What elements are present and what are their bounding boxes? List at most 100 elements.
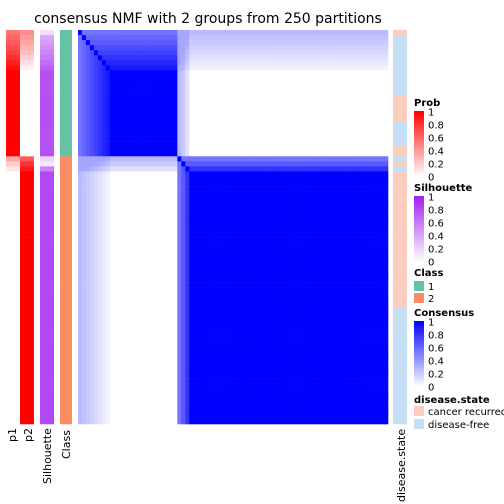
silhouette-cell — [40, 292, 54, 299]
consensus-cell — [157, 328, 162, 334]
consensus-cell — [324, 95, 329, 102]
class-cell — [60, 156, 72, 162]
p2-cell — [20, 297, 34, 304]
consensus-cell — [372, 166, 377, 172]
consensus-cell — [352, 125, 357, 132]
consensus-cell — [165, 287, 170, 293]
class-cell — [60, 302, 72, 309]
consensus-cell — [117, 186, 123, 192]
consensus-cell — [240, 166, 246, 172]
consensus-cell — [240, 262, 246, 268]
consensus-cell — [264, 166, 270, 172]
consensus-cell — [368, 60, 373, 66]
consensus-cell — [272, 262, 278, 268]
consensus-cell — [380, 146, 385, 152]
consensus-cell — [177, 196, 182, 203]
consensus-cell — [153, 131, 158, 137]
class-cell — [60, 413, 72, 420]
consensus-cell — [89, 45, 95, 51]
consensus-cell — [181, 95, 186, 102]
consensus-cell — [348, 131, 353, 137]
consensus-cell — [81, 267, 87, 273]
consensus-cell — [372, 206, 377, 213]
consensus-cell — [169, 267, 174, 273]
consensus-cell — [117, 272, 123, 278]
consensus-cell — [105, 232, 111, 238]
consensus-cell — [276, 232, 281, 238]
consensus-cell — [145, 277, 150, 283]
consensus-cell — [240, 85, 246, 91]
consensus-cell — [217, 247, 222, 253]
consensus-cell — [185, 90, 190, 96]
consensus-cell — [320, 100, 325, 107]
consensus-cell — [364, 35, 369, 41]
consensus-cell — [276, 75, 281, 81]
consensus-cell — [161, 287, 166, 293]
consensus-cell — [360, 70, 365, 76]
consensus-cell — [137, 242, 142, 248]
consensus-cell — [233, 262, 238, 268]
consensus-cell — [252, 221, 258, 228]
consensus-cell — [328, 247, 333, 253]
consensus-cell — [185, 131, 190, 137]
class-cell — [60, 297, 72, 304]
consensus-cell — [133, 146, 138, 152]
consensus-cell — [125, 317, 130, 324]
consensus-cell — [380, 141, 385, 147]
consensus-cell — [352, 115, 357, 122]
consensus-cell — [272, 176, 278, 182]
consensus-cell — [292, 317, 297, 324]
consensus-cell — [272, 201, 278, 208]
consensus-cell — [360, 60, 365, 66]
consensus-cell — [149, 282, 154, 288]
consensus-cell — [221, 125, 226, 132]
consensus-cell — [296, 237, 301, 243]
consensus-cell — [256, 45, 262, 51]
consensus-cell — [244, 105, 250, 112]
consensus-cell — [169, 186, 174, 192]
consensus-cell — [244, 80, 250, 86]
consensus-cell — [268, 110, 274, 117]
consensus-cell — [177, 206, 182, 213]
consensus-cell — [268, 95, 274, 102]
consensus-cell — [185, 216, 190, 223]
consensus-cell — [332, 262, 337, 268]
consensus-cell — [328, 131, 333, 137]
consensus-cell — [336, 257, 341, 263]
consensus-cell — [356, 131, 361, 137]
consensus-cell — [233, 60, 238, 66]
consensus-cell — [93, 211, 99, 218]
consensus-cell — [340, 302, 345, 309]
consensus-cell — [129, 206, 134, 213]
consensus-cell — [113, 110, 119, 117]
consensus-cell — [229, 317, 234, 324]
consensus-cell — [177, 30, 182, 36]
consensus-cell — [364, 297, 369, 304]
consensus-cell — [165, 317, 170, 324]
consensus-cell — [384, 90, 389, 96]
consensus-cell — [145, 227, 150, 233]
consensus-cell — [181, 252, 186, 258]
consensus-cell — [177, 136, 182, 142]
consensus-cell — [213, 131, 218, 137]
consensus-cell — [296, 272, 301, 278]
consensus-cell — [145, 110, 150, 117]
consensus-cell — [221, 70, 226, 76]
consensus-cell — [360, 90, 365, 96]
consensus-cell — [81, 55, 87, 61]
consensus-cell — [312, 181, 317, 187]
consensus-cell — [324, 221, 329, 228]
consensus-cell — [161, 328, 166, 334]
consensus-cell — [248, 282, 254, 288]
consensus-cell — [89, 272, 95, 278]
consensus-cell — [284, 90, 289, 96]
consensus-cell — [125, 115, 130, 122]
consensus-cell — [316, 196, 321, 203]
consensus-cell — [217, 80, 222, 86]
silhouette-cell — [40, 257, 54, 263]
consensus-cell — [217, 105, 222, 112]
consensus-cell — [121, 95, 126, 102]
consensus-cell — [268, 35, 274, 41]
consensus-cell — [344, 312, 349, 319]
consensus-cell — [225, 328, 230, 334]
